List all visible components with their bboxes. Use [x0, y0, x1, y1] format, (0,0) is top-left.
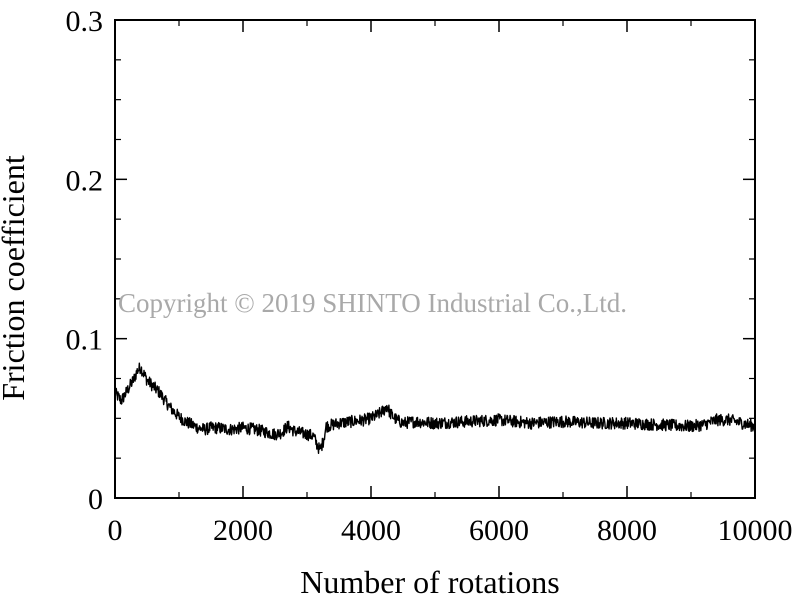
x-tick-label: 2000 [213, 514, 273, 547]
copyright-watermark: Copyright © 2019 SHINTO Industrial Co.,L… [118, 288, 627, 318]
x-tick-label: 10000 [718, 514, 793, 547]
x-tick-label: 0 [108, 514, 123, 547]
y-tick-label: 0.3 [66, 5, 104, 38]
y-tick-label: 0.2 [66, 164, 104, 197]
y-tick-label: 0.1 [66, 324, 104, 357]
plot-frame [114, 19, 756, 499]
x-tick-labels: 0 2000 4000 6000 8000 10000 [108, 514, 793, 547]
x-tick-label: 6000 [469, 514, 529, 547]
x-tick-label: 4000 [341, 514, 401, 547]
y-axis-label: Friction coefficient [0, 155, 31, 401]
series-line-friction [114, 362, 756, 455]
y-tick-labels: 0 0.1 0.2 0.3 [66, 5, 104, 516]
x-axis-label: Number of rotations [300, 564, 560, 600]
x-tick-label: 8000 [597, 514, 657, 547]
y-tick-label: 0 [88, 483, 103, 516]
